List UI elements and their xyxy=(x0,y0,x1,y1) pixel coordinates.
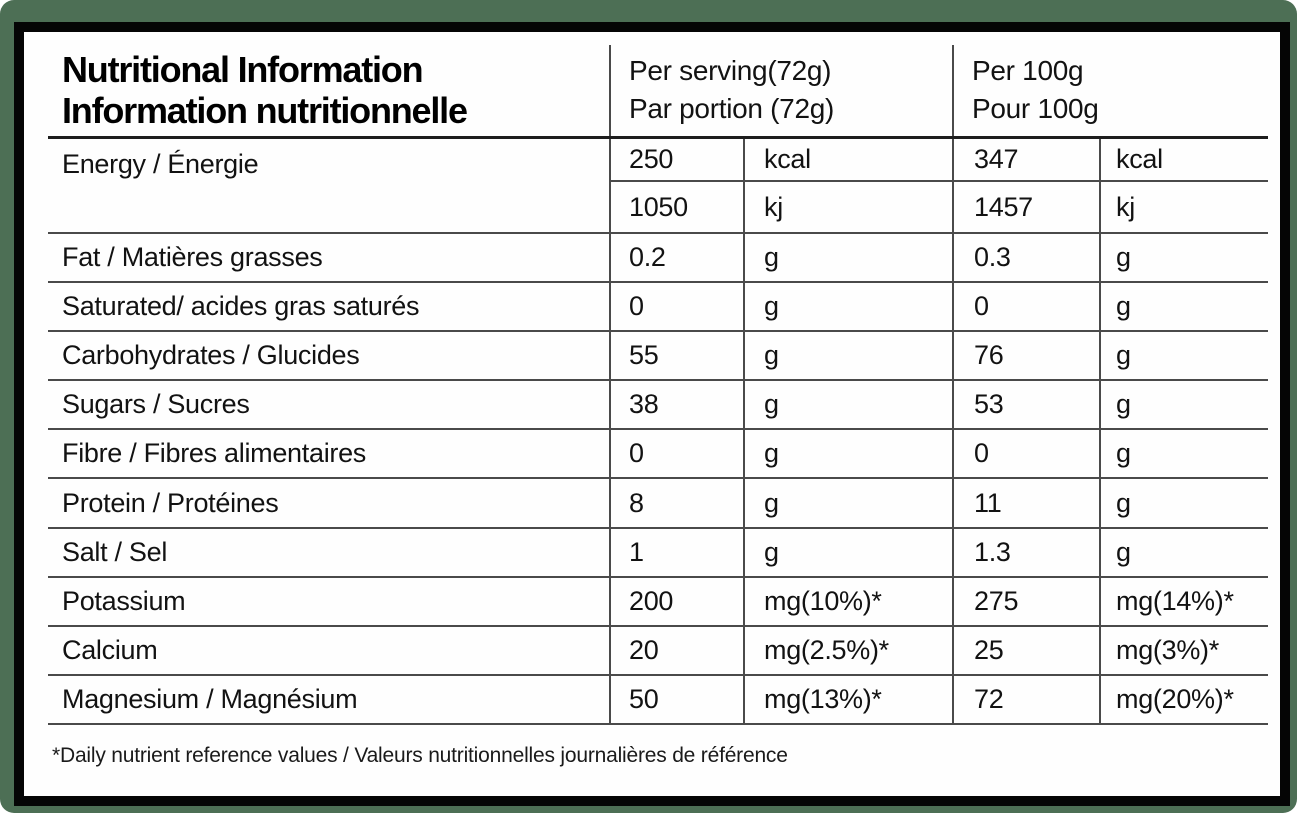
per100-unit: mg(20%)* xyxy=(1099,674,1269,726)
serving-value: 200 xyxy=(609,576,744,627)
serving-unit: g xyxy=(742,478,954,529)
column-header-per-serving-fr: Par portion (72g) xyxy=(629,93,835,125)
column-header-per-100g-en: Per 100g xyxy=(972,55,1084,87)
row-label: Protein / Protéines xyxy=(48,478,610,529)
table-row-saturated: Saturated/ acides gras saturés 0 g 0 g xyxy=(48,282,1269,333)
column-header-per-serving-en: Per serving(72g) xyxy=(629,55,832,87)
per100-value: 275 xyxy=(952,576,1101,627)
row-label: Fibre / Fibres alimentaires xyxy=(48,429,610,480)
row-label: Calcium xyxy=(48,625,610,676)
serving-unit: mg(13%)* xyxy=(742,674,954,726)
table-row-fat: Fat / Matières grasses 0.2 g 0.3 g xyxy=(48,233,1269,284)
row-label: Magnesium / Magnésium xyxy=(48,674,610,726)
per100-unit: g xyxy=(1099,429,1269,480)
nutrition-label-card: Nutritional Information Information nutr… xyxy=(14,22,1290,806)
per100-unit: g xyxy=(1099,527,1269,578)
per100-unit: g xyxy=(1099,233,1269,284)
per100-unit: mg(3%)* xyxy=(1099,625,1269,676)
page-title-en: Nutritional Information xyxy=(62,49,424,91)
table-row-energy-kcal: Energy / Énergie 250 kcal 347 kcal xyxy=(48,137,1269,234)
serving-unit: g xyxy=(742,282,954,333)
serving-value: 38 xyxy=(609,380,744,431)
serving-unit: g xyxy=(742,380,954,431)
row-label: Saturated/ acides gras saturés xyxy=(48,282,610,333)
daily-reference-footnote: *Daily nutrient reference values / Valeu… xyxy=(52,744,788,767)
serving-unit: mg(2.5%)* xyxy=(742,625,954,676)
energy-kcal-per100-unit: kcal xyxy=(1099,137,1269,182)
serving-value: 55 xyxy=(609,331,744,382)
row-label: Salt / Sel xyxy=(48,527,610,578)
table-row-energy-kj: 1050 kj 1457 kj xyxy=(48,181,1269,234)
row-label: Potassium xyxy=(48,576,610,627)
table-row-salt: Salt / Sel 1 g 1.3 g xyxy=(48,527,1269,578)
serving-unit: g xyxy=(742,429,954,480)
energy-kcal-serving-unit: kcal xyxy=(742,137,954,182)
column-header-per-100g-fr: Pour 100g xyxy=(972,93,1099,125)
column-header-per-serving: Per serving(72g) Par portion (72g) xyxy=(608,45,954,139)
energy-kj-serving-unit: kj xyxy=(742,181,954,234)
energy-kj-per100-value: 1457 xyxy=(952,181,1101,234)
per100-value: 25 xyxy=(952,625,1101,676)
row-label-energy: Energy / Énergie xyxy=(48,137,610,234)
nutrition-table: Nutritional Information Information nutr… xyxy=(48,45,1269,726)
serving-value: 1 xyxy=(609,527,744,578)
per100-value: 0.3 xyxy=(952,233,1101,284)
table-row-carbohydrates: Carbohydrates / Glucides 55 g 76 g xyxy=(48,331,1269,382)
page-title-fr: Information nutritionnelle xyxy=(62,90,468,132)
per100-unit: mg(14%)* xyxy=(1099,576,1269,627)
per100-unit: g xyxy=(1099,478,1269,529)
serving-value: 0.2 xyxy=(609,233,744,284)
energy-kcal-per100-value: 347 xyxy=(952,137,1101,182)
serving-unit: mg(10%)* xyxy=(742,576,954,627)
table-row-potassium: Potassium 200 mg(10%)* 275 mg(14%)* xyxy=(48,576,1269,627)
per100-value: 76 xyxy=(952,331,1101,382)
table-row-magnesium: Magnesium / Magnésium 50 mg(13%)* 72 mg(… xyxy=(48,674,1269,726)
serving-value: 0 xyxy=(609,282,744,333)
serving-value: 20 xyxy=(609,625,744,676)
table-row-calcium: Calcium 20 mg(2.5%)* 25 mg(3%)* xyxy=(48,625,1269,676)
energy-kcal-serving-value: 250 xyxy=(609,137,744,182)
serving-unit: g xyxy=(742,527,954,578)
column-header-per-100g: Per 100g Pour 100g xyxy=(952,45,1269,139)
serving-unit: g xyxy=(742,331,954,382)
serving-value: 0 xyxy=(609,429,744,480)
energy-kj-per100-unit: kj xyxy=(1099,181,1269,234)
per100-unit: g xyxy=(1099,282,1269,333)
per100-value: 72 xyxy=(952,674,1101,726)
serving-unit: g xyxy=(742,233,954,284)
table-row-fibre: Fibre / Fibres alimentaires 0 g 0 g xyxy=(48,429,1269,480)
table-title-cell: Nutritional Information Information nutr… xyxy=(48,45,610,139)
energy-kj-serving-value: 1050 xyxy=(609,181,744,234)
per100-value: 1.3 xyxy=(952,527,1101,578)
per100-value: 53 xyxy=(952,380,1101,431)
serving-value: 8 xyxy=(609,478,744,529)
serving-value: 50 xyxy=(609,674,744,726)
table-row-protein: Protein / Protéines 8 g 11 g xyxy=(48,478,1269,529)
table-header-row: Nutritional Information Information nutr… xyxy=(48,45,1269,139)
row-label: Sugars / Sucres xyxy=(48,380,610,431)
per100-unit: g xyxy=(1099,331,1269,382)
per100-value: 0 xyxy=(952,429,1101,480)
per100-unit: g xyxy=(1099,380,1269,431)
row-label: Carbohydrates / Glucides xyxy=(48,331,610,382)
per100-value: 11 xyxy=(952,478,1101,529)
table-row-sugars: Sugars / Sucres 38 g 53 g xyxy=(48,380,1269,431)
row-label: Fat / Matières grasses xyxy=(48,233,610,284)
per100-value: 0 xyxy=(952,282,1101,333)
